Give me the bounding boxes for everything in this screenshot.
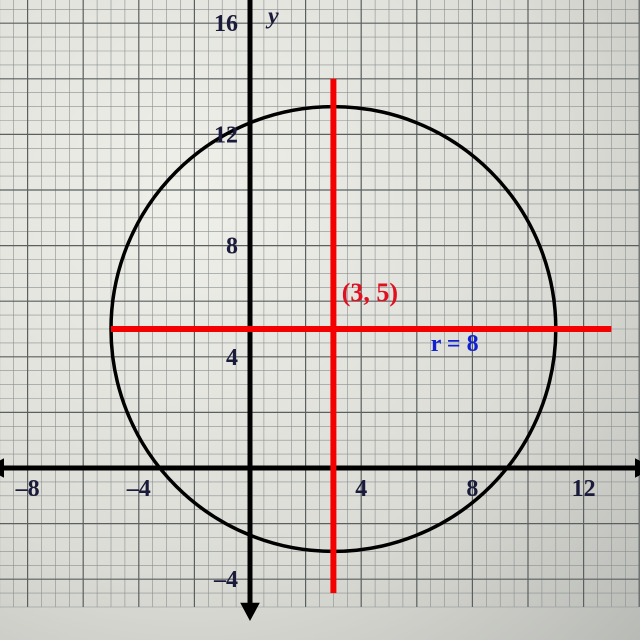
- y-axis-label: y: [265, 3, 279, 29]
- coordinate-plane: –8 –4 4 8 12 –4 4 8 12 16 y (3, 5) r = 8: [0, 0, 640, 640]
- y-tick-label: 8: [226, 234, 238, 260]
- x-tick-label: 12: [572, 476, 596, 502]
- x-tick-label: –8: [15, 476, 40, 502]
- graph-screenshot: –8 –4 4 8 12 –4 4 8 12 16 y (3, 5) r = 8: [0, 0, 640, 640]
- y-tick-label: 12: [214, 122, 238, 148]
- y-tick-label: –4: [213, 567, 238, 593]
- y-tick-label: 4: [226, 345, 238, 371]
- x-tick-label: –4: [126, 476, 151, 502]
- x-tick-label: 4: [355, 476, 367, 502]
- center-point-label: (3, 5): [342, 278, 398, 307]
- radius-label: r = 8: [431, 331, 479, 357]
- x-axis-arrow-right: [635, 458, 640, 478]
- x-axis-arrow-left: [0, 458, 4, 478]
- y-tick-label: 16: [214, 11, 238, 37]
- y-axis-arrow-down: [240, 603, 260, 621]
- x-tick-label: 8: [466, 476, 478, 502]
